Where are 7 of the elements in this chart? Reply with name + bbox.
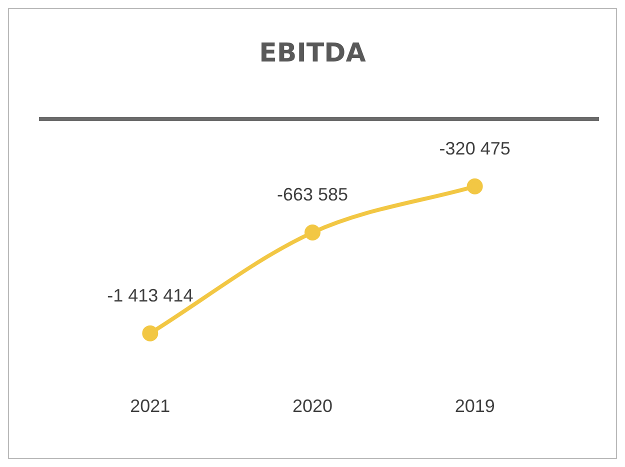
data-label: -663 585 bbox=[276, 184, 348, 204]
data-label: -320 475 bbox=[439, 138, 510, 158]
x-tick-label: 2021 bbox=[130, 396, 170, 416]
x-tick-label: 2019 bbox=[454, 396, 495, 416]
chart-title: EBITDA bbox=[259, 38, 366, 68]
x-tick-label: 2020 bbox=[292, 396, 333, 416]
data-label: -1 413 414 bbox=[107, 285, 194, 306]
